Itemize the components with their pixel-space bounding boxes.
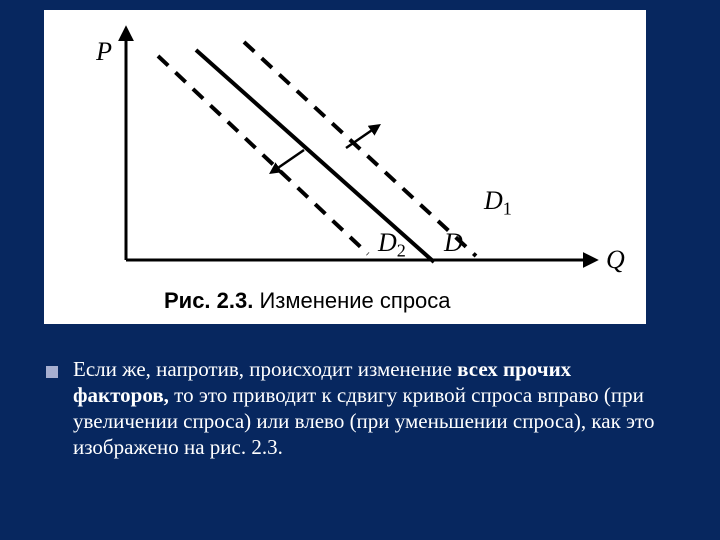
demand-shift-chart: PQD1D2D: [44, 10, 646, 324]
curve-label-D1: D1: [483, 186, 512, 219]
caption-prefix: Рис. 2.3.: [164, 288, 253, 313]
curve-D2: [158, 56, 368, 254]
bullet-run: Если же, напротив, происходит изменение: [73, 357, 457, 381]
caption-text: Изменение спроса: [253, 288, 450, 313]
figure-caption: Рис. 2.3. Изменение спроса: [164, 288, 451, 314]
curve-label-D: D: [443, 228, 463, 257]
x-axis-label: Q: [606, 245, 625, 274]
figure-panel: PQD1D2D Рис. 2.3. Изменение спроса: [44, 10, 646, 324]
bullet-marker: [46, 366, 58, 378]
curve-D: [196, 50, 434, 262]
bullet-text: Если же, напротив, происходит изменение …: [73, 356, 669, 460]
slide: PQD1D2D Рис. 2.3. Изменение спроса Если …: [0, 0, 720, 540]
shift-arrow-1: [346, 126, 378, 148]
shift-arrow-0: [272, 150, 304, 172]
curve-D1: [244, 42, 476, 256]
y-axis-label: P: [95, 37, 112, 66]
